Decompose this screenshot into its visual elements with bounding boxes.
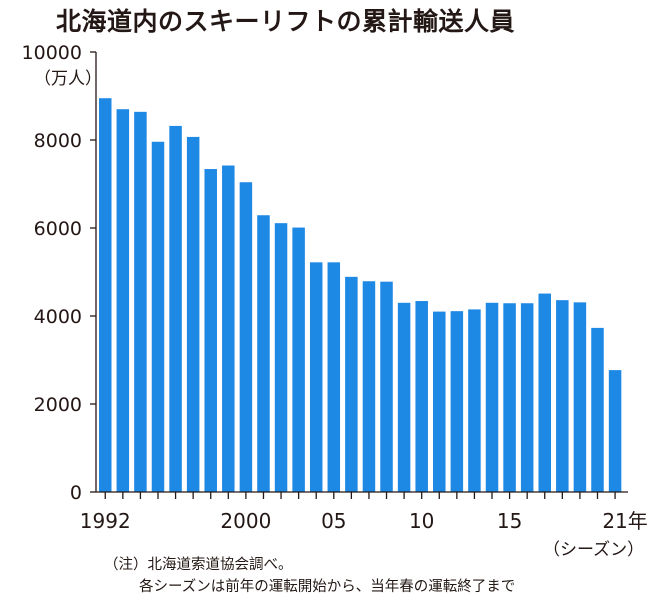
x-tick-label: 21年 — [602, 509, 647, 533]
bar-2019 — [573, 302, 587, 492]
bar-2005 — [327, 262, 341, 492]
bar-2003 — [292, 227, 305, 492]
x-tick-label: 05 — [321, 509, 346, 533]
bar-1997 — [186, 136, 200, 493]
x-axis-ticks: 1992 2000 05 10 15 21年 — [80, 492, 648, 533]
y-tick-label: 4000 — [34, 306, 82, 328]
y-tick-label: 10000 — [22, 42, 82, 64]
bar-1994 — [134, 111, 147, 492]
bar-2018 — [556, 300, 569, 492]
bar-1992 — [99, 98, 112, 492]
season-definition-note: 各シーズンは前年の運転開始から、当年春の運転終了まで — [139, 579, 516, 595]
bar-2009 — [397, 302, 411, 492]
bar-1998 — [204, 169, 217, 493]
x-axis-unit-label: （シーズン） — [543, 540, 645, 560]
bar-series — [99, 98, 622, 493]
chart-title: 北海道内のスキーリフトの累計輸送人員 — [56, 7, 516, 36]
x-tick-label: 15 — [497, 509, 522, 533]
bar-2021 — [608, 370, 622, 492]
bar-1995 — [151, 141, 165, 492]
bar-1993 — [116, 109, 130, 492]
bar-2017 — [538, 293, 551, 492]
bar-2002 — [274, 223, 288, 492]
source-note: （注）北海道索道協会調べ。 — [104, 557, 293, 573]
bar-2013 — [468, 309, 481, 492]
bar-2008 — [380, 281, 393, 492]
bar-1999 — [222, 165, 235, 492]
x-tick-label: 2000 — [220, 509, 271, 533]
bar-2010 — [415, 301, 428, 492]
bar-2012 — [450, 311, 464, 492]
bar-2015 — [503, 303, 516, 492]
bar-2020 — [591, 327, 604, 492]
bar-2014 — [485, 302, 499, 492]
y-tick-label: 8000 — [34, 130, 82, 152]
bar-2001 — [257, 215, 270, 493]
y-tick-label: 6000 — [34, 218, 82, 240]
bar-1996 — [169, 125, 182, 493]
bar-2000 — [239, 182, 253, 493]
x-tick-label: 10 — [409, 509, 434, 533]
bar-2016 — [520, 303, 534, 492]
bar-2004 — [309, 262, 323, 492]
y-axis-ticks: 10000 8000 6000 4000 2000 0 — [22, 42, 96, 504]
y-axis-unit-label: （万人） — [34, 69, 102, 89]
y-tick-label: 0 — [70, 482, 82, 504]
bar-2011 — [433, 311, 446, 492]
y-tick-label: 2000 — [34, 394, 82, 416]
bar-2007 — [362, 281, 376, 492]
bar-2006 — [345, 276, 358, 492]
x-tick-label: 1992 — [80, 509, 131, 533]
